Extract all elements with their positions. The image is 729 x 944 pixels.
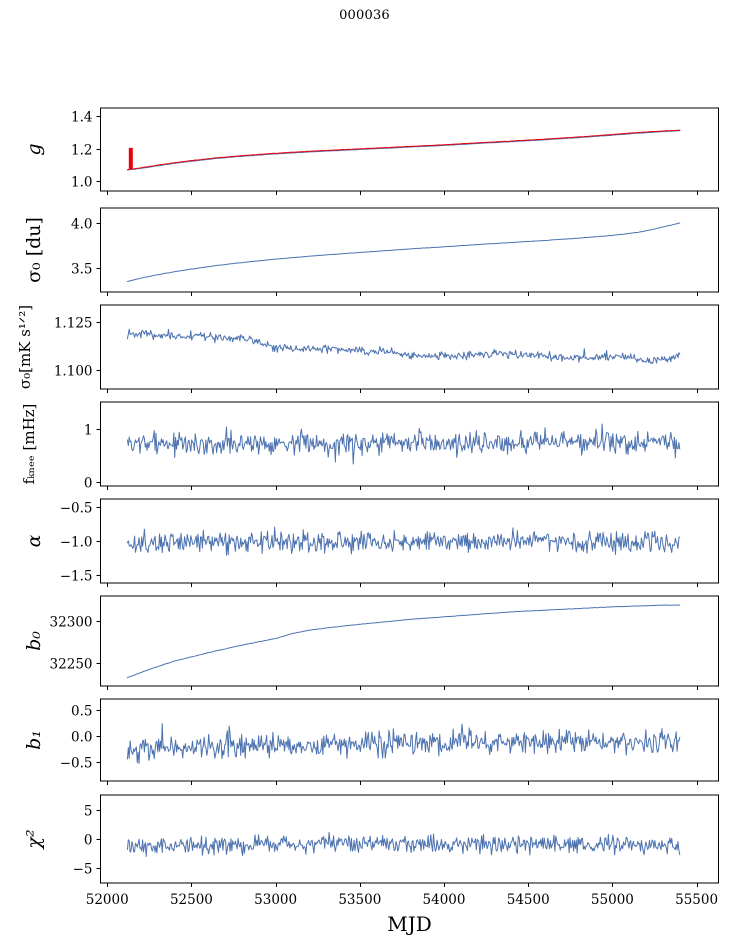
- series-b1: [126, 723, 681, 765]
- y-ticklabel: 1.2: [71, 143, 92, 159]
- y-axis-label-chi2: χ²: [23, 829, 45, 850]
- y-ticklabel: −0.5: [60, 756, 93, 772]
- y-ticklabel: 32300: [50, 615, 93, 631]
- series-g_raw: [126, 129, 681, 171]
- y-ticklabel: −1.0: [60, 535, 93, 551]
- y-ticklabel: 1.4: [71, 110, 92, 126]
- series-sigma0_mk: [126, 328, 681, 365]
- y-axis-label-alpha: α: [23, 534, 45, 547]
- panel-sigma0_mk: 1.100 1.125 σ₀[mK s¹ᐟ²]: [16, 304, 719, 393]
- panel-alpha: −0.5 −1.0 −1.5 α: [23, 498, 719, 587]
- x-ticklabel: 54000: [423, 892, 466, 908]
- panel-frame: [100, 207, 719, 293]
- y-ticklabel: 1.125: [54, 316, 93, 332]
- y-ticklabel: −0.5: [60, 501, 93, 517]
- panel-gain: 1.0 1.2 1.4 g: [23, 107, 719, 195]
- x-axis: 52000 52500 53000 53500 54000 54500 55000 55500…: [86, 892, 718, 936]
- x-ticklabel: 52000: [86, 892, 129, 908]
- series-g_smooth: [126, 130, 681, 171]
- x-ticklabel: 53000: [254, 892, 297, 908]
- y-ticklabel: 0: [84, 833, 93, 849]
- panel-sigma0_du: 3.5 4.0 σ₀ [du]: [23, 207, 719, 296]
- series-b0: [126, 604, 681, 679]
- panel-frame: [100, 698, 719, 782]
- panel-chi2: 5 0 −5 χ²: [23, 794, 719, 887]
- series-alpha: [126, 526, 681, 556]
- y-axis-label-sigma0_mk: σ₀[mK s¹ᐟ²]: [16, 305, 34, 389]
- series-sigma0_du: [126, 222, 681, 283]
- y-ticklabel: 5: [84, 804, 93, 820]
- x-ticklabel: 52500: [170, 892, 213, 908]
- x-ticklabel: 53500: [338, 892, 381, 908]
- y-ticklabel: 4.0: [71, 217, 92, 233]
- y-axis-label-f_knee: fₖₙₑₑ [mHz]: [20, 404, 38, 485]
- panel-frame: [100, 304, 719, 390]
- x-ticklabel: 54500: [507, 892, 550, 908]
- panel-frame: [100, 595, 719, 687]
- y-ticklabel: 1: [84, 423, 93, 439]
- y-ticklabel: 32250: [50, 657, 93, 673]
- x-ticklabel: 55500: [675, 892, 718, 908]
- y-ticklabel: 3.5: [71, 262, 92, 278]
- panel-b1: 0.5 0.0 −0.5 b₁: [23, 698, 719, 785]
- panel-frame: [100, 107, 719, 192]
- y-ticklabel: 0.5: [71, 704, 92, 720]
- y-axis-label-b0: b₀: [23, 631, 45, 651]
- panel-f_knee: 0 1 fₖₙₑₑ [mHz]: [20, 401, 719, 492]
- x-axis-label: MJD: [387, 912, 432, 936]
- series-chi2: [126, 831, 681, 857]
- y-ticklabel: 0: [84, 476, 93, 492]
- y-ticklabel: −5: [73, 862, 93, 878]
- series-f_knee: [126, 423, 681, 465]
- panel-b0: 32250 32300 b₀: [23, 595, 719, 690]
- y-ticklabel: −1.5: [60, 569, 93, 585]
- panel-frame: [100, 401, 719, 487]
- y-axis-label-gain: g: [23, 143, 45, 155]
- y-axis-label-b1: b₁: [23, 730, 45, 750]
- y-ticklabel: 1.100: [54, 364, 93, 380]
- y-ticklabel: 0.0: [71, 730, 92, 746]
- y-axis-label-sigma0_du: σ₀ [du]: [23, 217, 45, 283]
- x-ticklabel: 55000: [591, 892, 634, 908]
- y-ticklabel: 1.0: [71, 175, 92, 191]
- page-title: 000036: [339, 8, 390, 23]
